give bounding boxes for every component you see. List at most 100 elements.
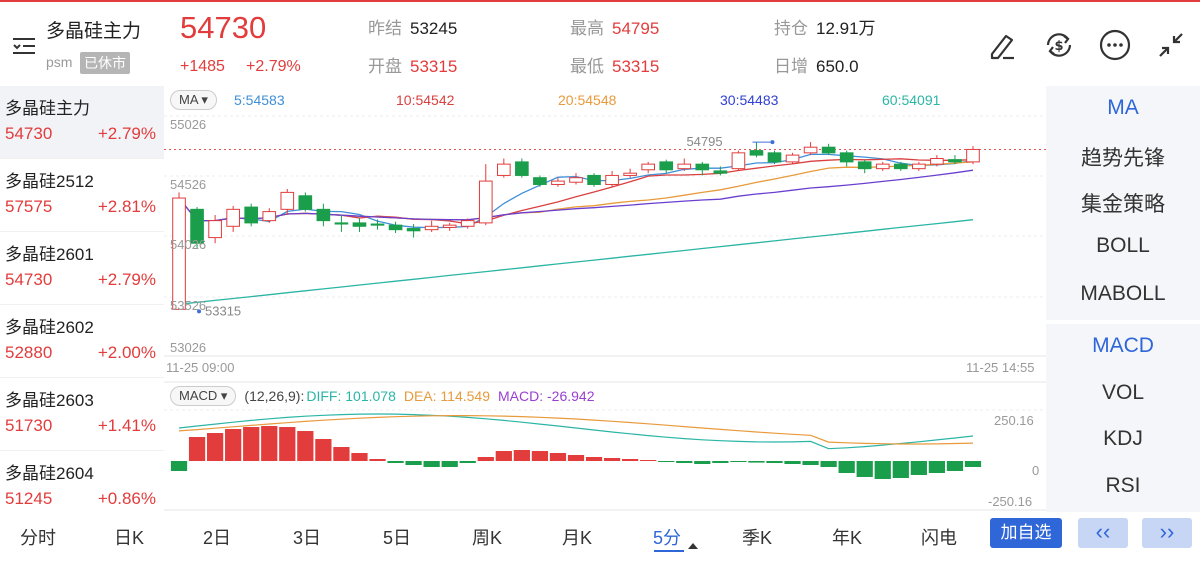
prev-button[interactable]: ‹‹ [1078, 518, 1128, 548]
top-accent-line [0, 0, 1200, 2]
macd-bar [856, 461, 873, 477]
tab-dropdown-caret-icon [688, 543, 698, 549]
candle-body [605, 174, 619, 185]
candle-body [352, 222, 367, 227]
more-icon[interactable] [1098, 28, 1132, 62]
add-watchlist-button[interactable]: 加自选 [990, 518, 1062, 548]
contract-item[interactable]: 多晶硅2604 51245 +0.86% [0, 451, 164, 512]
candle-body [226, 208, 240, 227]
indicator-kdj[interactable]: KDJ [1103, 427, 1143, 450]
stat-oi-change: 日增 650.0 [774, 52, 859, 77]
contract-item[interactable]: 多晶硅2603 51730 +1.41% [0, 378, 164, 451]
ma30-value: 30:54483 [720, 92, 779, 108]
candle-body [244, 206, 259, 224]
contract-pct: +2.79% [97, 270, 156, 289]
indicator-maboll[interactable]: MABOLL [1080, 282, 1166, 305]
stat-label: 昨结 [368, 19, 402, 38]
diff-line [178, 413, 974, 450]
macd-bar [622, 459, 639, 461]
candle-body [460, 220, 475, 227]
macd-bar [333, 447, 350, 461]
ma-indicator-row: MA ▾ [170, 90, 217, 110]
ma20-line [178, 161, 974, 222]
next-button[interactable]: ›› [1142, 518, 1192, 548]
macd-selector[interactable]: MACD ▾ [170, 386, 237, 406]
indicator-boll[interactable]: BOLL [1096, 234, 1150, 257]
candle-body [497, 163, 511, 176]
contract-item[interactable]: 多晶硅2601 54730 +2.79% [0, 232, 164, 305]
macd-bar [261, 426, 278, 461]
candle-body [695, 163, 710, 171]
tab-intraday[interactable]: 分时 [20, 528, 56, 548]
kline-chart-area[interactable]: 54795 53315 MA ▾ 5:54583 10:54542 20:5454… [164, 86, 1046, 512]
macd-bar [531, 451, 549, 461]
stat-value: 650.0 [816, 57, 859, 76]
tab-quarterly[interactable]: 季K [742, 528, 773, 548]
collapse-icon[interactable] [1154, 28, 1188, 62]
macd-bar [820, 461, 837, 467]
indicator-rsi[interactable]: RSI [1105, 474, 1141, 497]
stat-prev-close: 昨结 53245 [368, 14, 457, 39]
stat-label: 持仓 [774, 19, 808, 38]
tab-daily[interactable]: 日K [114, 528, 145, 548]
indicator-trend-pioneer[interactable]: 趋势先锋 [1081, 147, 1165, 170]
contract-item[interactable]: 多晶硅2602 52880 +2.00% [0, 305, 164, 378]
tab-weekly[interactable]: 周K [472, 528, 503, 548]
indicator-ma[interactable]: MA [1107, 96, 1139, 119]
low-marker-label: 53315 [205, 303, 241, 318]
candle-body [785, 154, 800, 163]
contract-price: 52880 [5, 343, 53, 362]
macd-bar [603, 458, 621, 461]
macd-y-label: -250.16 [988, 494, 1033, 509]
contract-price: 51245 [5, 489, 53, 508]
macd-bar [225, 429, 242, 461]
contract-item[interactable]: 多晶硅2512 57575 +2.81% [0, 159, 164, 232]
macd-params: (12,26,9): [244, 388, 305, 404]
tab-3day[interactable]: 3日 [293, 528, 322, 548]
contract-item[interactable]: 多晶硅主力 54730 +2.79% [0, 86, 164, 159]
tab-monthly[interactable]: 月K [562, 528, 593, 548]
dea-value: DEA: 114.549 [403, 388, 490, 404]
last-price: 54730 [180, 10, 267, 45]
candle-body [641, 163, 655, 171]
candle-body [623, 172, 637, 176]
price-change-pct: +2.79% [246, 58, 301, 75]
low-marker-dot [197, 309, 202, 314]
macd-bar [748, 461, 765, 463]
candle-body [659, 161, 674, 171]
macd-bar [567, 455, 585, 461]
tab-flash[interactable]: 闪电 [921, 528, 957, 548]
indicator-vol[interactable]: VOL [1101, 381, 1145, 404]
indicator-macd[interactable]: MACD [1092, 334, 1154, 357]
ma5-line [178, 153, 974, 229]
macd-bar [730, 461, 747, 462]
macd-bar [188, 437, 206, 461]
indicator-gold-strategy[interactable]: 集金策略 [1081, 193, 1165, 216]
y-tick-label: 54026 [170, 237, 207, 252]
contract-name: 多晶硅2603 [5, 391, 94, 410]
macd-bar [206, 433, 224, 461]
candle-body [893, 163, 908, 170]
macd-bar [441, 461, 458, 467]
kline-chart-svg[interactable]: 54795 53315 [164, 86, 1046, 512]
macd-selector-label: MACD [179, 388, 218, 403]
currency-exchange-icon[interactable]: $ [1042, 28, 1076, 62]
list-toggle-icon[interactable] [10, 32, 38, 60]
candle-body [948, 159, 962, 163]
macd-bar [640, 460, 657, 462]
ma30-line [178, 169, 974, 222]
macd-y-label: 250.16 [994, 413, 1034, 428]
y-tick-label: 53526 [170, 298, 207, 313]
tab-5min[interactable]: 5分 [653, 528, 682, 548]
contract-pct: +2.79% [97, 124, 156, 143]
quote-header: 多晶硅主力 psm 已休市 54730 +1485 +2.79% 昨结 53245… [0, 2, 1200, 86]
draw-icon[interactable] [986, 28, 1020, 62]
tab-yearly[interactable]: 年K [832, 528, 863, 548]
ma-selector-label: MA [179, 92, 198, 107]
macd-value: MACD: -26.942 [498, 388, 595, 404]
tab-5day[interactable]: 5日 [383, 528, 412, 548]
ma-selector[interactable]: MA ▾ [170, 90, 217, 110]
candle-body [587, 174, 601, 185]
tab-2day[interactable]: 2日 [203, 528, 232, 548]
